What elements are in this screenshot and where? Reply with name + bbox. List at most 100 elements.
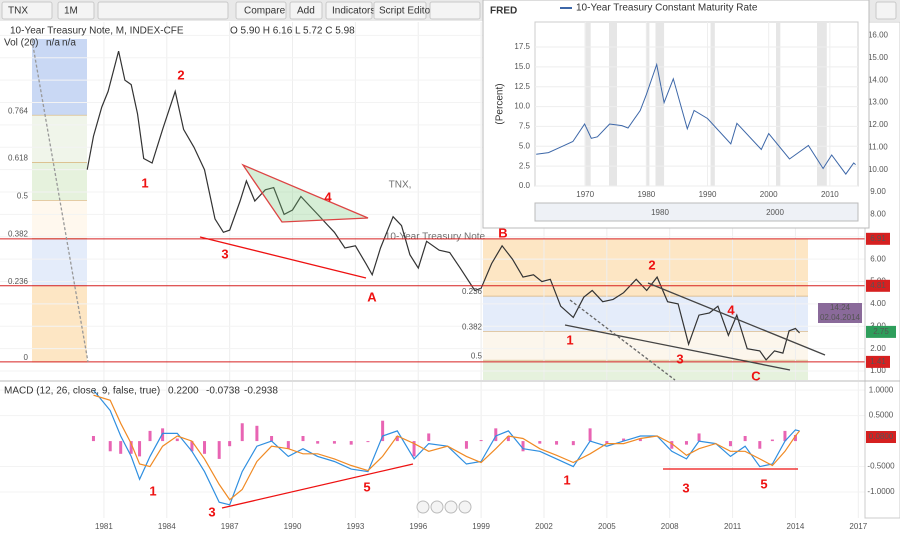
x-tick-label: 2008 [661, 522, 679, 531]
histogram-bar [743, 435, 747, 442]
x-tick-label: 2002 [535, 522, 553, 531]
x-tick-label: 1984 [158, 522, 176, 531]
chart-style-buttons[interactable] [97, 1, 229, 20]
histogram-bar [203, 441, 207, 454]
button[interactable] [235, 1, 287, 20]
button[interactable] [325, 1, 373, 20]
button-label[interactable]: Compare [244, 6, 286, 17]
recession-band [776, 22, 781, 186]
histogram-bar [138, 441, 142, 457]
wave-label: A [367, 289, 377, 304]
histogram-bar [395, 435, 399, 442]
histogram-bar [622, 438, 626, 442]
button-label[interactable]: Script Editor [379, 6, 434, 17]
y-tick-label: 0.0 [519, 181, 531, 190]
histogram-bar [217, 441, 221, 459]
zoom-button[interactable] [416, 500, 430, 514]
interval-box[interactable] [57, 1, 95, 20]
trend-line [564, 324, 791, 371]
macd-line [93, 394, 801, 501]
level-label: 1.41 [870, 357, 886, 366]
wave-label: 1 [141, 175, 148, 190]
zoom-button[interactable] [444, 500, 458, 514]
y-tick-label: 2.5 [519, 161, 531, 170]
histogram-bar [538, 441, 542, 444]
y-tick-label: -0.5000 [867, 462, 895, 471]
histogram-bar [148, 430, 152, 442]
x-tick-label: 1990 [699, 190, 717, 199]
level-label: 4.81 [870, 281, 886, 290]
y-tick-label: 15.00 [868, 53, 889, 62]
wave-label: 5 [760, 476, 767, 491]
drawing-tools[interactable] [429, 1, 481, 20]
histogram-bar [332, 441, 336, 444]
histogram-bar [770, 439, 774, 442]
symbol-box[interactable] [1, 1, 53, 20]
wave-label: 4 [727, 302, 735, 317]
histogram-bar [301, 435, 305, 442]
button-label[interactable]: Add [297, 6, 315, 17]
button-label[interactable]: Indicators [332, 6, 375, 17]
recession-band [817, 22, 827, 186]
y-tick-label: 12.5 [514, 82, 530, 91]
wave-label: 5 [363, 479, 370, 494]
histogram-bar [479, 440, 483, 442]
button[interactable] [289, 1, 323, 20]
y-tick-label: 12.00 [868, 120, 889, 129]
wave-label: 3 [676, 351, 683, 366]
histogram-bar [638, 438, 642, 442]
histogram-bar [190, 441, 194, 452]
y-tick-label: 4.00 [870, 299, 886, 308]
navigator [534, 202, 859, 222]
recession-band [609, 22, 617, 186]
y-axis-title: (Percent) [495, 83, 506, 124]
trend-line [199, 236, 367, 279]
last-value-tag [866, 325, 896, 338]
x-tick-label: 1987 [221, 522, 239, 531]
wave-label: 3 [208, 504, 215, 519]
rate-line [536, 62, 856, 175]
fib-label: 0.382 [8, 230, 29, 239]
histogram-bar [228, 441, 232, 447]
y-tick-label: 5.0 [519, 141, 531, 150]
histogram-bar [758, 441, 762, 449]
x-tick-label: 1970 [576, 190, 594, 199]
macd-legend-value: -0.2938 [244, 386, 278, 397]
histogram-bar [684, 441, 688, 445]
histogram-bar [108, 441, 112, 452]
level-tag [866, 279, 890, 292]
histogram-bar [270, 435, 274, 442]
y-tick-label: 15.0 [514, 62, 530, 71]
wave-label: 2 [648, 257, 655, 272]
fib-label: 0 [24, 353, 29, 362]
y-tick-label: 6.00 [870, 254, 886, 263]
histogram-bar [175, 438, 179, 442]
fib-zone [32, 115, 87, 163]
fib-trend [31, 39, 89, 363]
fib-label: 0.236 [462, 287, 483, 296]
recession-band [710, 22, 715, 186]
watermark: TNX, [389, 180, 412, 191]
y-tick-label: 9.00 [870, 187, 886, 196]
fib-zone [32, 285, 87, 362]
histogram-bar [464, 441, 468, 449]
wave-label: C [751, 368, 761, 383]
cursor-tag [818, 303, 862, 323]
y-tick-label: 10.00 [868, 165, 889, 174]
x-tick-label: 2000 [760, 190, 778, 199]
button[interactable] [373, 1, 427, 20]
histogram-bar [381, 420, 385, 442]
y-tick-label: 0.5000 [869, 411, 894, 420]
symbol[interactable]: TNX [8, 6, 28, 17]
x-tick-label: 1990 [284, 522, 302, 531]
x-tick-label: 2005 [598, 522, 616, 531]
price-overlay: 0 0.236 0.382 0.5 0.618 0.764 0.236 0.382 0.5 [8, 106, 483, 362]
settings-button[interactable] [875, 1, 897, 20]
zoom-button[interactable] [430, 500, 444, 514]
recession-band [655, 22, 665, 186]
histogram-bar [316, 441, 320, 444]
x-tick-label: 2011 [724, 522, 742, 531]
interval[interactable]: 1M [64, 6, 78, 17]
macd-line [93, 389, 800, 506]
zoom-button[interactable] [458, 500, 472, 514]
